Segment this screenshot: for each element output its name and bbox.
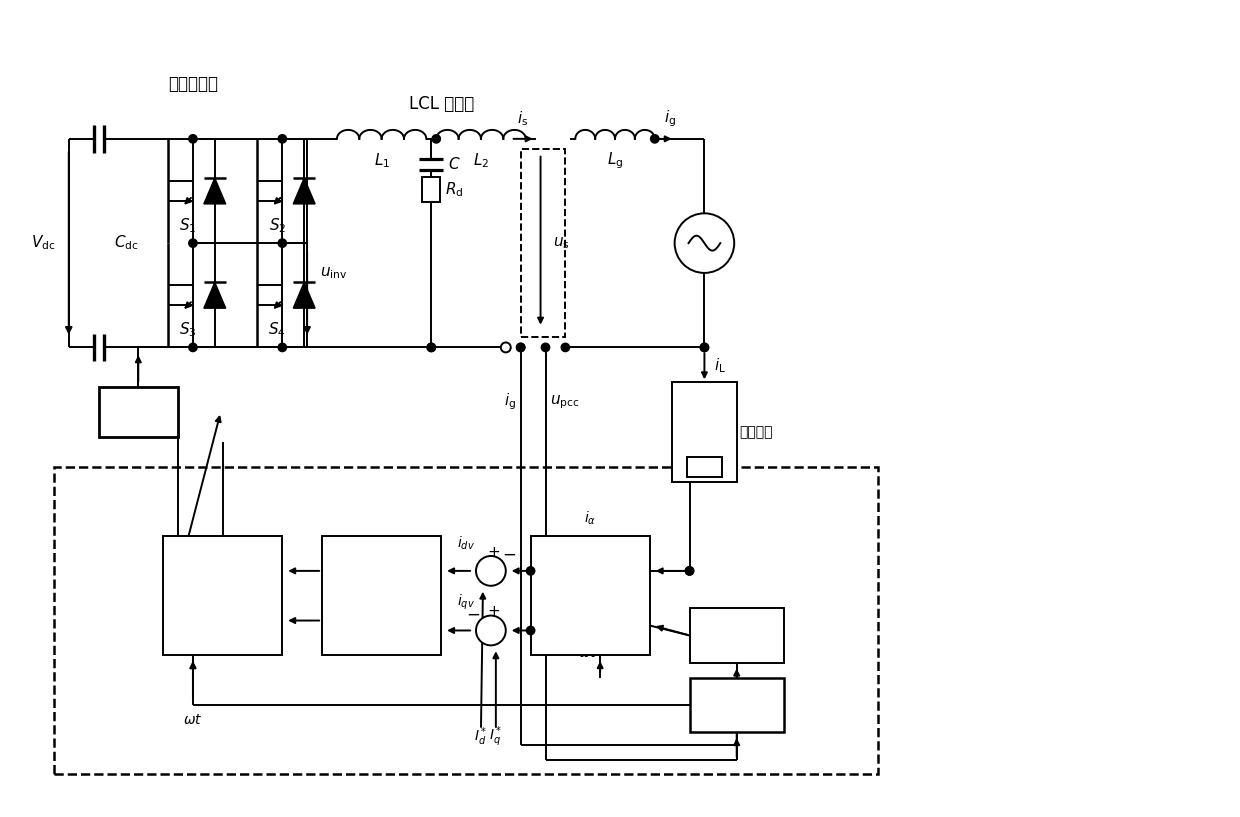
Text: $L_1$: $L_1$ (373, 151, 389, 170)
Circle shape (427, 343, 435, 351)
Text: PWM: PWM (117, 404, 160, 419)
Circle shape (562, 343, 569, 351)
Text: $C_{\rm dc}$: $C_{\rm dc}$ (114, 234, 139, 252)
Text: $S_1$: $S_1$ (180, 217, 197, 235)
Text: $i_{\rm g}$: $i_{\rm g}$ (503, 391, 516, 413)
Text: $\omega t$: $\omega t$ (579, 645, 598, 660)
Circle shape (278, 135, 286, 143)
Text: $i_{\rm g}$: $i_{\rm g}$ (663, 109, 676, 129)
Circle shape (432, 135, 440, 143)
Text: $u_{\rm inv}$: $u_{\rm inv}$ (320, 265, 347, 281)
Text: $I_q^*$: $I_q^*$ (489, 725, 502, 749)
Polygon shape (293, 283, 315, 308)
Text: $+$: $+$ (487, 604, 501, 619)
Text: $u_{\rm s}$: $u_{\rm s}$ (553, 235, 570, 251)
Text: PI控制器: PI控制器 (363, 589, 401, 603)
Circle shape (686, 567, 693, 575)
Bar (164, 536, 283, 655)
Polygon shape (203, 178, 226, 204)
Text: $\omega t$: $\omega t$ (184, 713, 202, 727)
Bar (689, 677, 784, 732)
Text: $L_{\rm g}$: $L_{\rm g}$ (606, 150, 624, 171)
Bar (53, 467, 878, 775)
Text: $i_\beta$: $i_\beta$ (624, 616, 635, 635)
Circle shape (188, 135, 197, 143)
Bar (672, 382, 737, 481)
Text: $-$: $-$ (502, 545, 516, 563)
Circle shape (527, 567, 534, 575)
Text: $i_{qv}$: $i_{qv}$ (458, 593, 475, 612)
Circle shape (542, 343, 549, 351)
Circle shape (501, 342, 511, 352)
Text: $-$: $-$ (466, 605, 480, 623)
Circle shape (427, 343, 435, 351)
Text: $i_{\rm s}$: $i_{\rm s}$ (517, 109, 528, 128)
Text: $u_m$: $u_m$ (188, 618, 207, 632)
Circle shape (476, 615, 506, 645)
Text: $I_d^*$: $I_d^*$ (474, 725, 487, 748)
Text: $i_{dv}$: $i_{dv}$ (458, 534, 475, 551)
Circle shape (278, 343, 286, 351)
Circle shape (188, 239, 197, 248)
Text: 本地负载: 本地负载 (740, 425, 774, 439)
Text: $i_{\rm L}$: $i_{\rm L}$ (714, 356, 727, 375)
Text: $+$: $+$ (487, 544, 501, 560)
Bar (689, 608, 784, 663)
Polygon shape (293, 178, 315, 204)
Text: 全桥逆变器: 全桥逆变器 (167, 75, 218, 93)
Text: $V_{\rm dc}$: $V_{\rm dc}$ (31, 234, 56, 252)
Circle shape (701, 343, 708, 351)
Text: $T_{\alpha\beta-dq}$: $T_{\alpha\beta-dq}$ (567, 567, 614, 585)
Text: $L_2$: $L_2$ (472, 151, 489, 170)
Circle shape (517, 343, 525, 351)
Circle shape (701, 343, 708, 351)
Text: $T_{dq-\alpha\beta}$: $T_{dq-\alpha\beta}$ (200, 567, 247, 585)
Circle shape (476, 556, 506, 586)
Text: PLL: PLL (722, 698, 751, 712)
Circle shape (517, 343, 525, 351)
Bar (98, 387, 179, 437)
Circle shape (675, 213, 734, 273)
Circle shape (527, 627, 534, 635)
Circle shape (651, 135, 658, 143)
Bar (423, 176, 440, 203)
Text: $S_4$: $S_4$ (268, 321, 286, 339)
Polygon shape (203, 283, 226, 308)
Bar (531, 536, 650, 655)
Text: $R_{\rm d}$: $R_{\rm d}$ (445, 181, 464, 199)
Bar (687, 457, 722, 476)
Circle shape (188, 343, 197, 351)
Text: $G_s(s)$: $G_s(s)$ (719, 627, 754, 644)
Text: $S_2$: $S_2$ (269, 217, 286, 235)
Text: $S_3$: $S_3$ (180, 321, 197, 339)
Text: $C$: $C$ (448, 156, 461, 172)
Circle shape (686, 567, 693, 575)
Circle shape (278, 239, 286, 248)
Bar (521, 149, 565, 337)
Text: $i_\alpha$: $i_\alpha$ (584, 510, 596, 527)
Text: LCL 滤波器: LCL 滤波器 (409, 95, 474, 113)
Bar (322, 536, 441, 655)
Text: $u_{\rm pcc}$: $u_{\rm pcc}$ (551, 393, 580, 411)
